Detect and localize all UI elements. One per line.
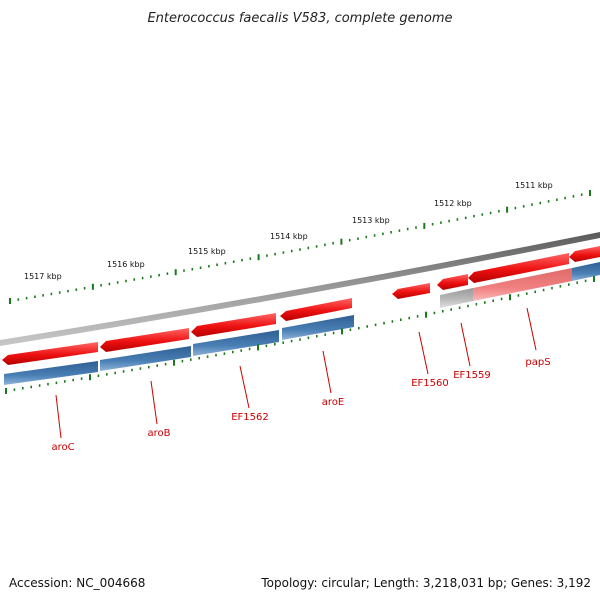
genome-backbone [0,232,600,346]
label-leaders [55,307,537,439]
ruler-label: 1516 kbp [107,260,145,269]
leader-line [322,350,332,394]
upper-tick-row [9,190,591,304]
map-title: Enterococcus faecalis V583, complete gen… [147,11,452,26]
gene-label-papS[interactable]: papS [525,357,550,368]
genome-summary-text: Topology: circular; Length: 3,218,031 bp… [260,576,591,590]
gene-cds[interactable] [282,315,354,340]
ruler-label: 1513 kbp [352,216,390,225]
ruler-labels: 1517 kbp 1516 kbp 1515 kbp 1514 kbp 1513… [24,181,553,281]
gene-label-EF1560[interactable]: EF1560 [411,378,449,389]
gene-cds[interactable] [100,346,191,371]
ruler-label: 1517 kbp [24,272,62,281]
leader-line [55,394,62,439]
leader-line [239,365,250,409]
gene-label-aroE[interactable]: aroE [322,397,344,408]
gene-cds[interactable] [437,274,468,290]
gene-cds[interactable] [440,288,473,308]
ruler-label: 1511 kbp [515,181,553,190]
leader-line [526,307,537,351]
ruler-label: 1514 kbp [270,232,308,241]
accession-text: Accession: NC_004668 [9,576,145,590]
gene-cds[interactable] [473,268,572,301]
gene-cds[interactable] [2,342,98,365]
leader-line [460,322,471,367]
forward-strand-genes [2,246,600,365]
lower-tick-row [5,276,595,394]
gene-label-aroC[interactable]: aroC [51,442,74,453]
gene-cds[interactable] [191,313,276,337]
leader-line [418,331,429,375]
gene-cds[interactable] [193,330,279,356]
gene-cds[interactable] [392,283,430,299]
gene-cds[interactable] [569,246,600,262]
gene-cds[interactable] [468,253,569,283]
gene-labels: aroC aroB EF1562 aroE EF1560 EF1559 papS [51,357,550,453]
gene-cds[interactable] [100,328,189,352]
reverse-strand-genes [4,262,600,385]
gene-cds[interactable] [4,361,98,385]
gene-label-EF1559[interactable]: EF1559 [453,370,491,381]
gene-cds[interactable] [572,262,600,281]
gene-cds[interactable] [280,298,352,321]
ruler-label: 1512 kbp [434,199,472,208]
gene-label-aroB[interactable]: aroB [148,428,171,439]
ruler-label: 1515 kbp [188,247,226,256]
gene-label-EF1562[interactable]: EF1562 [231,412,269,423]
leader-line [150,380,158,425]
